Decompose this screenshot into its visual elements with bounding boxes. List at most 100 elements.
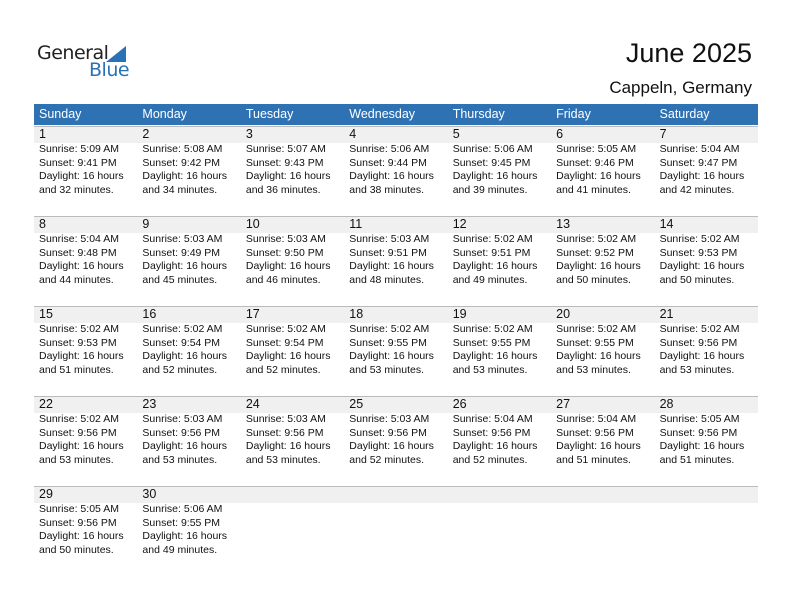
sunset-text: Sunset: 9:56 PM [245,426,324,439]
sunrise-text: Sunrise: 5:04 AM [39,233,119,245]
day-number: 21 [659,307,674,321]
day-info: Sunrise: 5:04 AM Sunset: 9:48 PM Daylight:… [39,233,124,287]
sunrise-text: Sunrise: 5:04 AM [556,413,637,425]
daylight-minutes-text: and 53 minutes. [452,363,528,376]
day-number: 5 [452,127,460,141]
daylight-minutes-text: and 49 minutes. [142,543,218,556]
logo: General Blue [37,42,137,82]
daylight-minutes-text: and 48 minutes. [349,273,424,286]
logo-triangle-icon [106,46,126,62]
day-number: 26 [452,397,467,411]
day-cell: 30 Sunrise: 5:06 AM Sunset: 9:55 PM Dayligh… [137,486,240,576]
day-cell: 13 Sunrise: 5:02 AM Sunset: 9:52 PM Dayligh… [551,216,654,306]
day-info: Sunrise: 5:02 AM Sunset: 9:56 PM Daylight:… [39,413,124,467]
page-title: June 2025 [625,38,752,68]
daylight-text: Daylight: 16 hours [245,440,331,452]
day-number: 27 [556,397,571,411]
day-cell: 23 Sunrise: 5:03 AM Sunset: 9:56 PM Dayligh… [137,396,240,486]
day-number: 3 [245,127,253,141]
sunset-text: Sunset: 9:56 PM [659,426,738,439]
day-info: Sunrise: 5:07 AM Sunset: 9:43 PM Daylight:… [246,143,331,197]
day-cell: 21 Sunrise: 5:02 AM Sunset: 9:56 PM Dayligh… [655,306,758,396]
sunset-text: Sunset: 9:45 PM [452,156,531,169]
daylight-minutes-text: and 50 minutes. [556,273,631,286]
daylight-text: Daylight: 16 hours [349,350,434,362]
daylight-minutes-text: and 51 minutes. [556,453,631,466]
day-info: Sunrise: 5:02 AM Sunset: 9:54 PM Daylight:… [142,323,227,377]
sunrise-text: Sunrise: 5:02 AM [659,233,740,245]
day-cell: 17 Sunrise: 5:02 AM Sunset: 9:54 PM Dayligh… [241,306,344,396]
daylight-minutes-text: and 53 minutes. [142,453,218,466]
day-cell: 2 Sunrise: 5:08 AM Sunset: 9:42 PM Daylight… [137,126,240,216]
sunset-text: Sunset: 9:54 PM [245,336,324,349]
daylight-text: Daylight: 16 hours [349,440,434,452]
logo-text-blue: Blue [89,59,130,81]
sunrise-text: Sunrise: 5:06 AM [142,503,223,515]
weekday-tuesday: Tuesday [245,107,294,121]
day-info: Sunrise: 5:03 AM Sunset: 9:49 PM Daylight:… [142,233,227,287]
day-info: Sunrise: 5:02 AM Sunset: 9:51 PM Daylight:… [453,233,538,287]
sunset-text: Sunset: 9:56 PM [39,516,117,529]
daylight-text: Daylight: 16 hours [39,440,124,452]
sunset-text: Sunset: 9:50 PM [245,246,324,259]
day-number: 6 [556,127,564,141]
day-cell: 27 Sunrise: 5:04 AM Sunset: 9:56 PM Dayligh… [551,396,654,486]
weekday-header: Sunday Monday Tuesday Wednesday Thursday… [34,104,758,125]
day-cell: 14 Sunrise: 5:02 AM Sunset: 9:53 PM Dayligh… [655,216,758,306]
daylight-text: Daylight: 16 hours [556,350,641,362]
day-number: 12 [452,217,467,231]
logo-text-general: General [37,42,109,64]
daylight-text: Daylight: 16 hours [659,170,745,182]
sunrise-text: Sunrise: 5:03 AM [245,413,326,425]
daylight-text: Daylight: 16 hours [659,350,745,362]
sunset-text: Sunset: 9:55 PM [349,336,427,349]
sunrise-text: Sunrise: 5:02 AM [39,413,119,425]
sunset-text: Sunset: 9:41 PM [39,156,117,169]
day-cell: 24 Sunrise: 5:03 AM Sunset: 9:56 PM Dayligh… [241,396,344,486]
daylight-text: Daylight: 16 hours [349,260,434,272]
day-info: Sunrise: 5:03 AM Sunset: 9:56 PM Daylight:… [349,413,434,467]
sunset-text: Sunset: 9:55 PM [142,516,221,529]
sunrise-text: Sunrise: 5:02 AM [556,323,637,335]
day-number: 11 [349,217,363,231]
sunset-text: Sunset: 9:56 PM [349,426,427,439]
sunset-text: Sunset: 9:55 PM [556,336,634,349]
day-info: Sunrise: 5:04 AM Sunset: 9:56 PM Daylight:… [453,413,538,467]
day-number: 19 [452,307,467,321]
daylight-minutes-text: and 42 minutes. [659,183,735,196]
daylight-minutes-text: and 50 minutes. [659,273,735,286]
day-number: 14 [659,217,674,231]
day-info: Sunrise: 5:02 AM Sunset: 9:54 PM Daylight:… [246,323,331,377]
day-info: Sunrise: 5:03 AM Sunset: 9:56 PM Daylight:… [142,413,227,467]
sunrise-text: Sunrise: 5:04 AM [659,143,740,155]
daylight-text: Daylight: 16 hours [659,440,745,452]
daylight-minutes-text: and 53 minutes. [349,363,424,376]
sunrise-text: Sunrise: 5:02 AM [659,323,740,335]
sunset-text: Sunset: 9:56 PM [556,426,634,439]
day-number: 1 [39,127,46,141]
day-info: Sunrise: 5:06 AM Sunset: 9:55 PM Daylight:… [142,503,227,557]
day-cell: 4 Sunrise: 5:06 AM Sunset: 9:44 PM Daylight… [344,126,447,216]
day-number: 29 [39,487,53,501]
daylight-minutes-text: and 53 minutes. [39,453,114,466]
day-info: Sunrise: 5:03 AM Sunset: 9:50 PM Daylight:… [246,233,331,287]
daylight-minutes-text: and 50 minutes. [39,543,114,556]
sunrise-text: Sunrise: 5:06 AM [452,143,533,155]
daylight-text: Daylight: 16 hours [245,170,331,182]
day-number: 23 [142,397,157,411]
daylight-minutes-text: and 51 minutes. [659,453,735,466]
daylight-minutes-text: and 36 minutes. [245,183,321,196]
day-number: 13 [556,217,571,231]
day-info: Sunrise: 5:06 AM Sunset: 9:45 PM Daylight:… [453,143,538,197]
day-info: Sunrise: 5:02 AM Sunset: 9:52 PM Daylight:… [556,233,641,287]
daylight-minutes-text: and 38 minutes. [349,183,424,196]
sunset-text: Sunset: 9:53 PM [39,336,117,349]
sunrise-text: Sunrise: 5:02 AM [556,233,637,245]
sunrise-text: Sunrise: 5:03 AM [349,413,430,425]
daylight-text: Daylight: 16 hours [245,260,331,272]
sunset-text: Sunset: 9:54 PM [142,336,221,349]
sunrise-text: Sunrise: 5:03 AM [245,233,326,245]
daylight-minutes-text: and 53 minutes. [556,363,631,376]
sunrise-text: Sunrise: 5:03 AM [142,233,223,245]
daylight-text: Daylight: 16 hours [245,350,331,362]
